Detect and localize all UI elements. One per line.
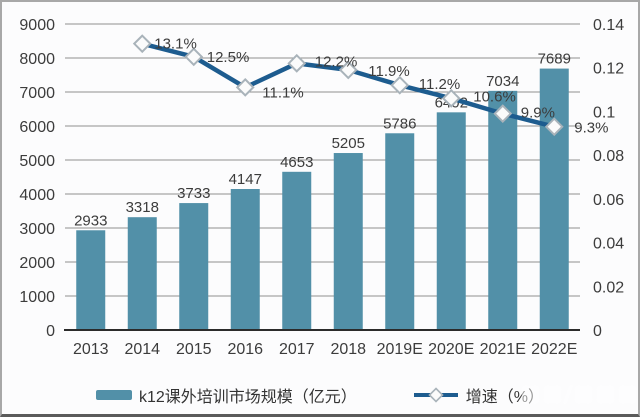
- bar-value-label: 2933: [74, 212, 107, 229]
- right-axis-tick-label: 0.14: [593, 17, 624, 34]
- left-axis-tick-label: 3000: [19, 221, 55, 238]
- bar-value-label: 3733: [177, 185, 210, 202]
- x-axis-label: 2017: [279, 341, 315, 358]
- growth-rate-label: 10.6%: [473, 88, 516, 105]
- growth-rate-label: 11.9%: [368, 63, 409, 80]
- bar-2015: [179, 203, 209, 330]
- growth-marker: [338, 60, 358, 80]
- left-axis-tick-label: 4000: [19, 187, 55, 204]
- legend: k12课外培训市场规模（亿元） 增速（%）: [2, 383, 638, 407]
- x-axis-label: 2022E: [531, 341, 577, 358]
- bar-2017: [282, 171, 312, 330]
- left-axis-tick-label: 8000: [19, 51, 55, 68]
- growth-marker: [493, 104, 513, 124]
- legend-label-growth: 增速（%）: [465, 389, 545, 406]
- bar-2021E: [488, 90, 518, 331]
- legend-label-market-size: k12课外培训市场规模（亿元）: [138, 389, 357, 406]
- growth-rate-label: 9.3%: [574, 120, 608, 137]
- x-axis-label: 2013: [73, 341, 109, 358]
- growth-marker: [390, 75, 410, 95]
- bar-2020E: [436, 112, 466, 330]
- bar-value-label: 4653: [280, 154, 313, 171]
- left-axis-tick-label: 1000: [19, 289, 55, 306]
- right-axis-tick-label: 0: [593, 323, 602, 340]
- bar-value-label: 7689: [538, 51, 571, 68]
- bar-value-label: 5205: [332, 135, 365, 152]
- growth-rate-label: 9.9%: [521, 105, 555, 122]
- x-axis-label: 2019E: [377, 341, 423, 358]
- bar-2022E: [539, 68, 569, 330]
- left-axis-tick-label: 9000: [19, 17, 55, 34]
- right-axis-tick-label: 0.06: [593, 192, 624, 209]
- growth-marker: [441, 88, 461, 108]
- bar-value-label: 3318: [126, 199, 159, 216]
- left-axis-tick-label: 6000: [19, 119, 55, 136]
- growth-marker: [132, 34, 152, 54]
- growth-rate-label: 12.2%: [315, 53, 358, 70]
- x-axis-label: 2014: [124, 341, 160, 358]
- line-series-swatch-icon: [413, 387, 458, 403]
- x-axis-label: 2015: [176, 341, 212, 358]
- x-axis-label: 2016: [227, 341, 263, 358]
- left-axis-tick-label: 2000: [19, 255, 55, 272]
- x-axis-label: 2021E: [480, 341, 526, 358]
- bar-series-swatch-icon: [95, 390, 132, 400]
- x-axis-label: 2020E: [428, 341, 474, 358]
- growth-rate-label: 12.5%: [207, 49, 250, 66]
- growth-marker: [235, 77, 255, 97]
- left-axis-tick-label: 5000: [19, 153, 55, 170]
- x-axis-label: 2018: [330, 341, 366, 358]
- legend-item-growth: 增速（%）: [413, 383, 544, 407]
- growth-rate-label: 11.2%: [419, 76, 460, 93]
- bar-2016: [230, 189, 260, 330]
- growth-marker: [184, 47, 204, 67]
- left-axis-tick-label: 7000: [19, 85, 55, 102]
- growth-rate-label: 11.1%: [262, 84, 303, 101]
- chart-canvas: 0 1000 2000 3000 4000 5000 6000 7000 8000 9000 0 0.…: [19, 17, 624, 358]
- bar-value-label: 4147: [229, 171, 262, 188]
- right-axis-tick-label: 0.1: [593, 104, 615, 121]
- right-axis-tick-label: 0.02: [593, 279, 624, 296]
- left-axis-tick-label: 0: [46, 323, 55, 340]
- right-axis-tick-label: 0.08: [593, 148, 624, 165]
- right-axis-tick-label: 0.04: [593, 236, 624, 253]
- bar-value-label: 7034: [486, 73, 519, 90]
- growth-marker: [287, 53, 307, 73]
- legend-item-market-size: k12课外培训市场规模（亿元）: [95, 383, 357, 407]
- growth-rate-label: 13.1%: [154, 36, 197, 53]
- bar-2013: [76, 230, 106, 330]
- bar-2014: [127, 217, 157, 330]
- bar-value-label: 5786: [383, 115, 416, 132]
- right-axis-tick-label: 0.12: [593, 61, 624, 78]
- bar-2019E: [385, 133, 415, 330]
- growth-marker: [544, 117, 564, 137]
- bar-2018: [333, 153, 363, 330]
